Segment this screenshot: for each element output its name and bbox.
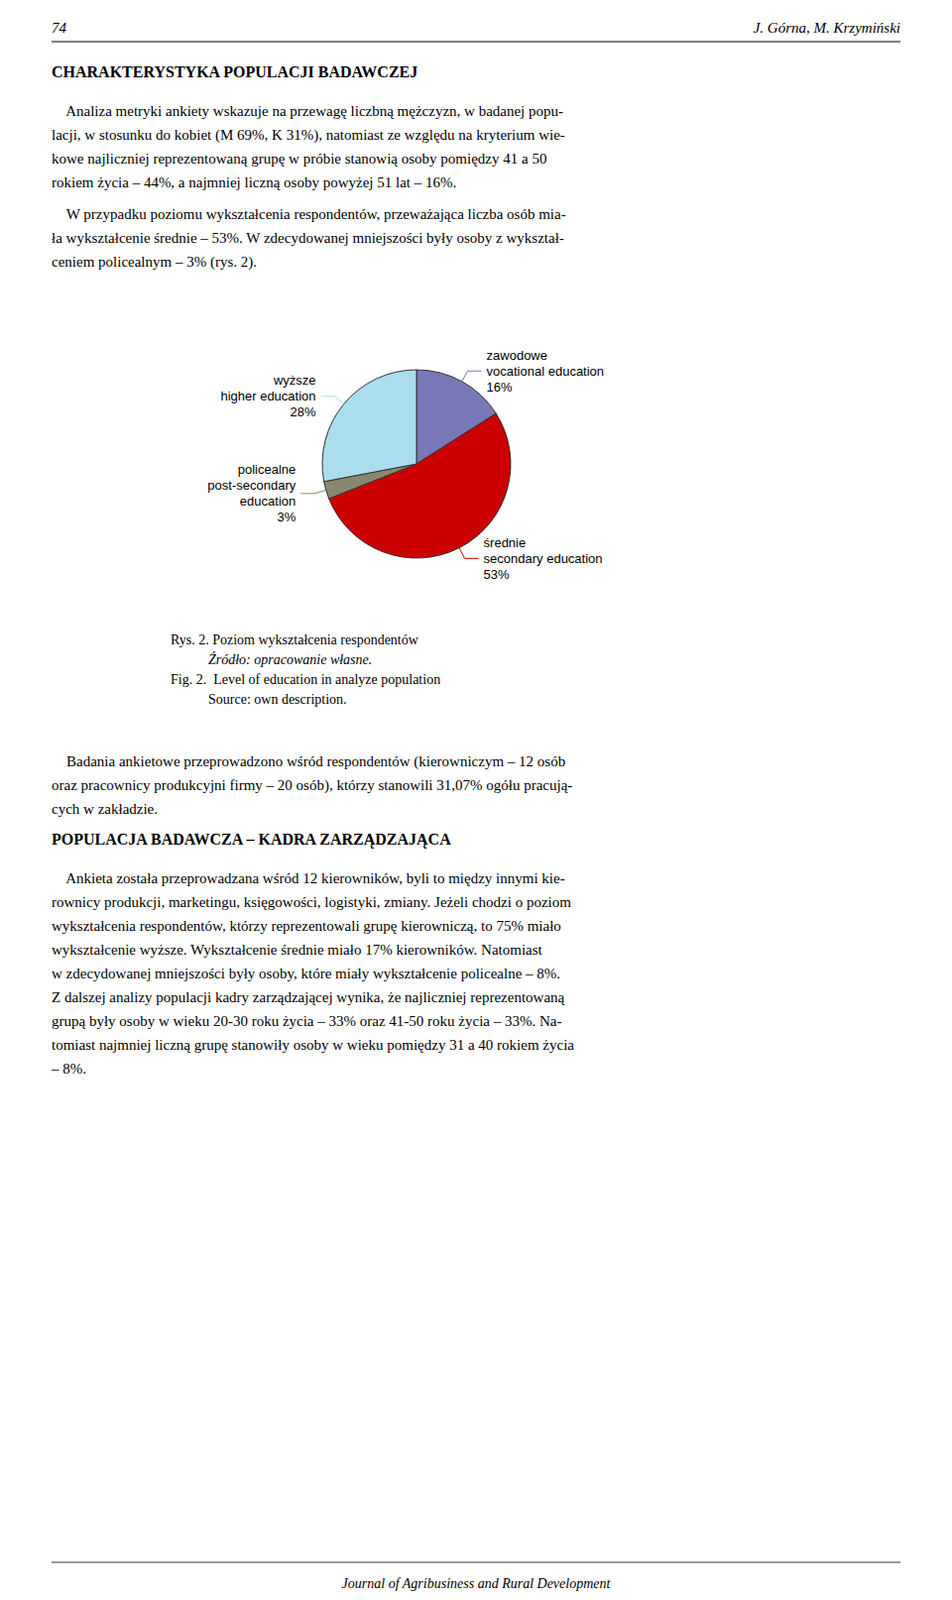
svg-text:Analiza metryki ankiety wskazu: Analiza metryki ankiety wskazuje na prze… xyxy=(51,103,564,119)
svg-text:kowe najliczniej reprezentowan: kowe najliczniej reprezentowaną grupę w … xyxy=(51,150,547,167)
svg-text:rokiem życia – 44%, a najmniej: rokiem życia – 44%, a najmniej liczną os… xyxy=(51,174,457,191)
svg-text:Badania ankietowe przeprowadzo: Badania ankietowe przeprowadzono wśród r… xyxy=(51,753,566,771)
svg-text:cych w zakładzie.: cych w zakładzie. xyxy=(51,801,158,818)
svg-text:3%: 3% xyxy=(276,509,296,525)
svg-text:J. Górna, M. Krzymiński: J. Górna, M. Krzymiński xyxy=(753,19,901,36)
svg-text:ceniem policealnym – 3% (rys.: ceniem policealnym – 3% (rys. 2). xyxy=(51,253,257,271)
svg-text:secondary education: secondary education xyxy=(483,551,603,567)
svg-text:education: education xyxy=(239,493,296,509)
svg-text:Ankieta została przeprowadzana: Ankieta została przeprowadzana wśród 12 … xyxy=(51,870,566,887)
svg-text:16%: 16% xyxy=(486,379,513,395)
svg-text:higher education: higher education xyxy=(220,388,316,404)
svg-text:wyższe: wyższe xyxy=(272,372,317,388)
svg-text:28%: 28% xyxy=(290,404,317,420)
svg-text:Rys. 2. Poziom wykształcenia r: Rys. 2. Poziom wykształcenia respondentó… xyxy=(170,632,420,648)
svg-text:wykształcenia respondentów, kt: wykształcenia respondentów, którzy repre… xyxy=(51,918,562,935)
svg-text:zawodowe: zawodowe xyxy=(486,348,548,363)
svg-text:POPULACJA BADAWCZA – KADRA ZAR: POPULACJA BADAWCZA – KADRA ZARZĄDZAJĄCA xyxy=(51,831,452,849)
svg-text:w zdecydowanej mniejszości był: w zdecydowanej mniejszości były osoby, k… xyxy=(51,965,561,982)
svg-text:tomiast najmniej liczną grupę: tomiast najmniej liczną grupę stanowiły … xyxy=(51,1037,575,1054)
svg-text:vocational education: vocational education xyxy=(486,363,605,379)
svg-text:74: 74 xyxy=(51,19,68,36)
svg-text:Source: own description.: Source: own description. xyxy=(208,692,348,708)
svg-text:oraz pracownicy produkcyjni fi: oraz pracownicy produkcyjni firmy – 20 o… xyxy=(51,777,573,795)
svg-text:grupą były osoby w wieku 20-30: grupą były osoby w wieku 20-30 roku życi… xyxy=(51,1013,562,1030)
svg-text:Z dalszej analizy populacji ka: Z dalszej analizy populacji kadry zarząd… xyxy=(51,989,566,1006)
svg-text:53%: 53% xyxy=(483,567,510,583)
svg-text:wykształcenie wyższe. Wykształ: wykształcenie wyższe. Wykształcenie śred… xyxy=(51,942,544,958)
svg-text:– 8%.: – 8%. xyxy=(50,1061,87,1077)
svg-text:post-secondary: post-secondary xyxy=(207,477,296,493)
svg-text:lacji, w stosunku do kobiet (M: lacji, w stosunku do kobiet (M 69%, K 31… xyxy=(51,126,566,144)
svg-text:średnie: średnie xyxy=(483,535,527,551)
svg-text:W przypadku poziomu wykształce: W przypadku poziomu wykształcenia respon… xyxy=(51,206,567,223)
svg-text:CHARAKTERYSTYKA POPULACJI BADA: CHARAKTERYSTYKA POPULACJI BADAWCZEJ xyxy=(51,63,418,81)
svg-text:Źródło: opracowanie własne.: Źródło: opracowanie własne. xyxy=(208,651,372,668)
svg-text:Journal of Agribusiness and Ru: Journal of Agribusiness and Rural Develo… xyxy=(342,1576,612,1592)
svg-text:rownicy produkcji, marketingu,: rownicy produkcji, marketingu, księgowoś… xyxy=(51,894,572,911)
svg-text:Fig. 2. Level of education in: Fig. 2. Level of education in analyze po… xyxy=(170,672,441,688)
svg-text:policealne: policealne xyxy=(238,462,297,477)
svg-text:ła wykształcenie średnie – 53%: ła wykształcenie średnie – 53%. W zdecyd… xyxy=(51,230,565,246)
